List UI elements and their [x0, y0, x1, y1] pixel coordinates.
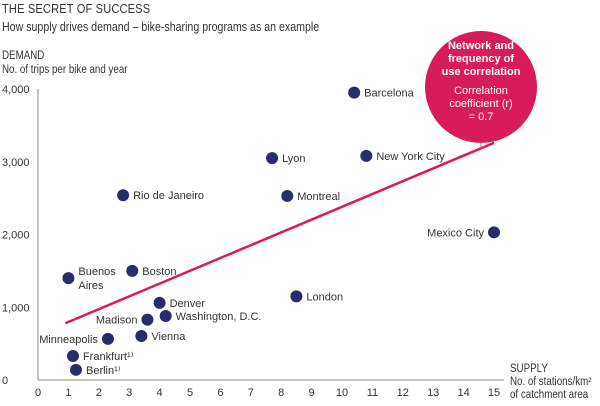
data-point-vienna: Vienna [135, 329, 186, 343]
data-point-frankfurt: Frankfurt¹⁾ [66, 349, 134, 363]
point-marker [159, 309, 172, 322]
point-label: Barcelona [364, 88, 414, 100]
y-tick-label: 0 [2, 375, 8, 387]
y-axis-title: DEMAND [2, 50, 45, 62]
data-point-buenos-aires: Buenos Aires [62, 266, 116, 292]
x-tick-label: 5 [187, 387, 193, 399]
annotation-body: = 0.7 [469, 111, 494, 123]
x-tick-label: 2 [96, 387, 102, 399]
data-point-denver: Denver [153, 296, 206, 310]
point-label: Berlin¹⁾ [86, 365, 121, 377]
data-point-barcelona: Barcelona [348, 86, 415, 100]
x-tick-label: 8 [278, 387, 284, 399]
data-point-madison: Madison [96, 313, 154, 327]
annotation-heading: frequency of [448, 53, 514, 65]
data-point-new-york-city: New York City [360, 149, 445, 163]
data-point-montreal: Montreal [281, 189, 340, 203]
x-tick-label: 11 [367, 387, 378, 399]
point-marker [360, 149, 373, 162]
point-label: Montreal [297, 191, 340, 203]
data-point-mexico-city: Mexico City [427, 226, 500, 239]
point-marker [117, 189, 130, 202]
x-tick-label: 6 [217, 387, 223, 399]
point-marker [488, 226, 500, 239]
x-axis-title: SUPPLY [510, 363, 548, 375]
point-label: Minneapolis [39, 334, 98, 346]
x-tick-label: 3 [126, 387, 132, 399]
annotation-bubble [425, 31, 537, 143]
point-marker [101, 332, 114, 345]
x-tick-label: 14 [457, 387, 469, 399]
y-tick-label: 1,000 [2, 302, 30, 314]
point-marker [66, 349, 79, 362]
point-label: Frankfurt¹⁾ [83, 351, 134, 363]
x-tick-label: 7 [248, 387, 254, 399]
point-marker [126, 264, 139, 277]
annotation-heading: Network and [448, 40, 514, 52]
y-axis-subtitle: No. of trips per bike and year [2, 64, 128, 76]
point-label: Vienna [151, 331, 186, 343]
x-tick-label: 0 [35, 387, 41, 399]
point-label: London [306, 291, 343, 303]
point-marker [281, 189, 294, 202]
y-tick-label: 4,000 [2, 84, 30, 96]
point-marker [62, 272, 75, 285]
data-point-berlin: Berlin¹⁾ [70, 363, 121, 377]
y-tick-label: 3,000 [2, 157, 30, 169]
chart-title: THE SECRET OF SUCCESS [2, 1, 151, 16]
data-point-minneapolis: Minneapolis [39, 332, 114, 346]
point-label: Aires [78, 280, 104, 292]
point-label: Buenos [78, 266, 116, 278]
trend-line [64, 141, 495, 325]
y-axis-label: DEMAND No. of trips per bike and year [2, 49, 128, 77]
annotation-body: Correlation [454, 85, 508, 97]
x-tick-label: 15 [488, 387, 500, 399]
data-point-lyon: Lyon [266, 152, 306, 165]
point-label: New York City [376, 151, 445, 163]
point-label: Madison [96, 315, 138, 327]
chart-subtitle: How supply drives demand – bike-sharing … [2, 20, 320, 34]
point-marker [135, 329, 148, 342]
x-axis-subtitle-2: of catchment area [510, 389, 589, 401]
x-tick-label: 10 [336, 387, 348, 399]
point-marker [141, 313, 154, 326]
data-point-boston: Boston [126, 264, 176, 278]
data-point-london: London [290, 290, 343, 303]
point-label: Boston [142, 266, 176, 278]
point-marker [290, 290, 303, 303]
y-tick-label: 2,000 [2, 230, 30, 242]
x-axis-subtitle-1: No. of stations/km² [510, 376, 592, 388]
x-tick-label: 12 [397, 387, 409, 399]
data-point-washington-d-c: Washington, D.C. [159, 309, 262, 323]
x-tick-label: 13 [427, 387, 439, 399]
point-marker [153, 296, 166, 309]
x-axis-label: SUPPLY No. of stations/km² of catchment … [510, 363, 591, 402]
x-tick-label: 9 [309, 387, 315, 399]
data-point-rio-de-janeiro: Rio de Janeiro [117, 189, 204, 202]
point-marker [266, 152, 279, 165]
point-marker [70, 363, 82, 376]
x-tick-label: 4 [157, 387, 163, 399]
point-label: Washington, D.C. [176, 311, 262, 323]
point-label: Mexico City [427, 227, 484, 239]
annotation-heading: use correlation [442, 66, 521, 78]
point-label: Denver [170, 298, 206, 310]
point-label: Lyon [282, 153, 305, 165]
x-tick-label: 1 [65, 387, 71, 399]
point-label: Rio de Janeiro [133, 190, 204, 202]
annotation-body: coefficient (r) [449, 98, 512, 110]
point-marker [348, 86, 361, 99]
